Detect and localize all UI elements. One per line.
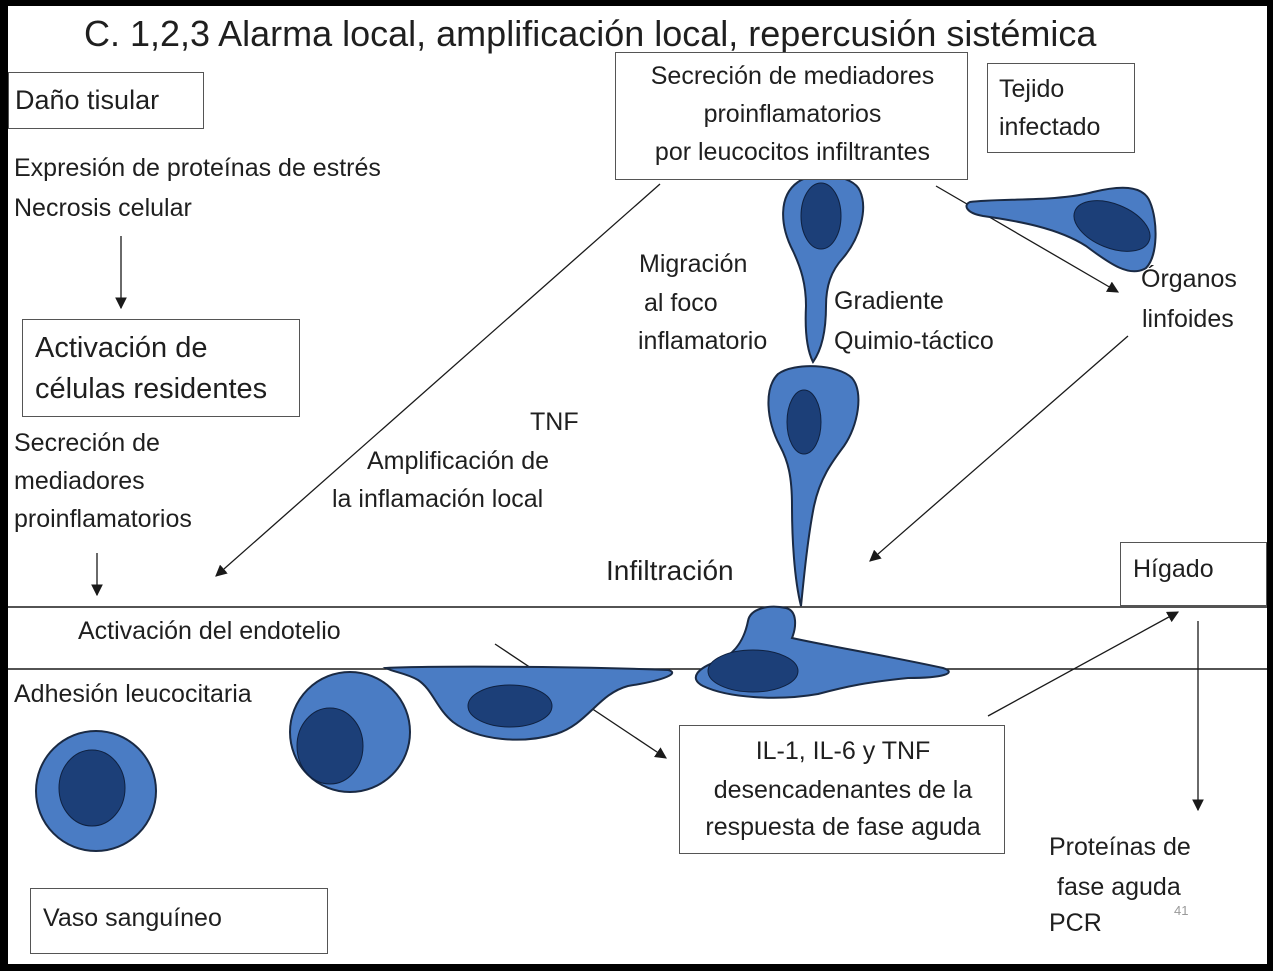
label-activacion-1: Activación de (35, 332, 208, 364)
slide-title: C. 1,2,3 Alarma local, amplificación loc… (84, 13, 1097, 54)
label-tejido-1: Tejido (999, 75, 1065, 103)
leukocyte-transmigrating (694, 605, 950, 699)
label-migracion-1: Migración (639, 250, 748, 278)
box-secrecion-leucocitos: Secreción de mediadores proinflamatorios… (615, 52, 968, 180)
label-infiltracion: Infiltración (606, 555, 734, 586)
label-secrecion-top-2: proinflamatorios (703, 100, 882, 128)
label-vaso: Vaso sanguíneo (43, 904, 222, 932)
label-secrecion-top-3: por leucocitos infiltrantes (654, 138, 931, 166)
box-dano-tisular: Daño tisular (8, 72, 204, 129)
box-activacion-celulas: Activación de células residentes (22, 319, 300, 417)
arrow-top-to-left (215, 183, 661, 577)
label-tnf: TNF (530, 408, 579, 436)
label-expresion: Expresión de proteínas de estrés (14, 154, 381, 182)
label-gradiente-1: Gradiente (834, 287, 944, 315)
label-il-1: IL-1, IL-6 y TNF (755, 737, 931, 765)
label-secrecion-local-2: mediadores (14, 467, 145, 495)
label-activacion-2: células residentes (35, 373, 268, 405)
leukocyte-lymphoid (965, 186, 1157, 273)
box-vaso-sanguineo: Vaso sanguíneo (30, 888, 328, 954)
label-migracion-3: inflamatorio (638, 327, 768, 355)
label-higado: Hígado (1133, 555, 1214, 583)
label-activacion-endotelio: Activación del endotelio (78, 617, 341, 645)
label-proteinas-2: fase aguda (1057, 873, 1181, 901)
label-organos-2: linfoides (1142, 305, 1234, 333)
box-il-fase-aguda: IL-1, IL-6 y TNF desencadenantes de la r… (679, 725, 1005, 854)
label-gradiente-2: Quimio-táctico (834, 327, 994, 355)
label-proteinas-1: Proteínas de (1049, 833, 1191, 861)
leukocyte-migrating-middle (767, 365, 860, 607)
leukocyte-round-in-vessel (35, 730, 157, 852)
label-amplificacion-2: la inflamación local (332, 485, 544, 513)
label-necrosis: Necrosis celular (14, 194, 192, 222)
page-number: 41 (1174, 903, 1189, 918)
box-higado: Hígado (1120, 542, 1267, 606)
leukocyte-round-near-wall (289, 671, 411, 793)
slide: C. 1,2,3 Alarma local, amplificación loc… (8, 6, 1267, 964)
arrow-il-to-higado (987, 611, 1180, 717)
diagram-graphics (8, 174, 1267, 852)
label-secrecion-local-3: proinflamatorios (14, 505, 192, 533)
label-secrecion-local-1: Secreción de (14, 429, 160, 457)
label-il-2: desencadenantes de la (713, 776, 973, 804)
label-tejido-2: infectado (999, 113, 1101, 141)
arrow-organos-to-infiltration (869, 335, 1129, 562)
label-secrecion-top-1: Secreción de mediadores (650, 62, 935, 90)
label-dano-tisular: Daño tisular (15, 85, 160, 115)
leukocyte-adhering (382, 665, 674, 741)
label-organos-1: Órganos (1141, 265, 1237, 293)
label-adhesion: Adhesión leucocitaria (14, 680, 252, 708)
label-proteinas-3: PCR (1049, 909, 1102, 937)
box-tejido-infectado: Tejido infectado (987, 63, 1135, 153)
label-migracion-2: al foco (644, 289, 718, 317)
leukocyte-migrating-top (782, 174, 865, 364)
label-amplificacion-1: Amplificación de (367, 447, 550, 475)
label-il-3: respuesta de fase aguda (705, 813, 981, 841)
